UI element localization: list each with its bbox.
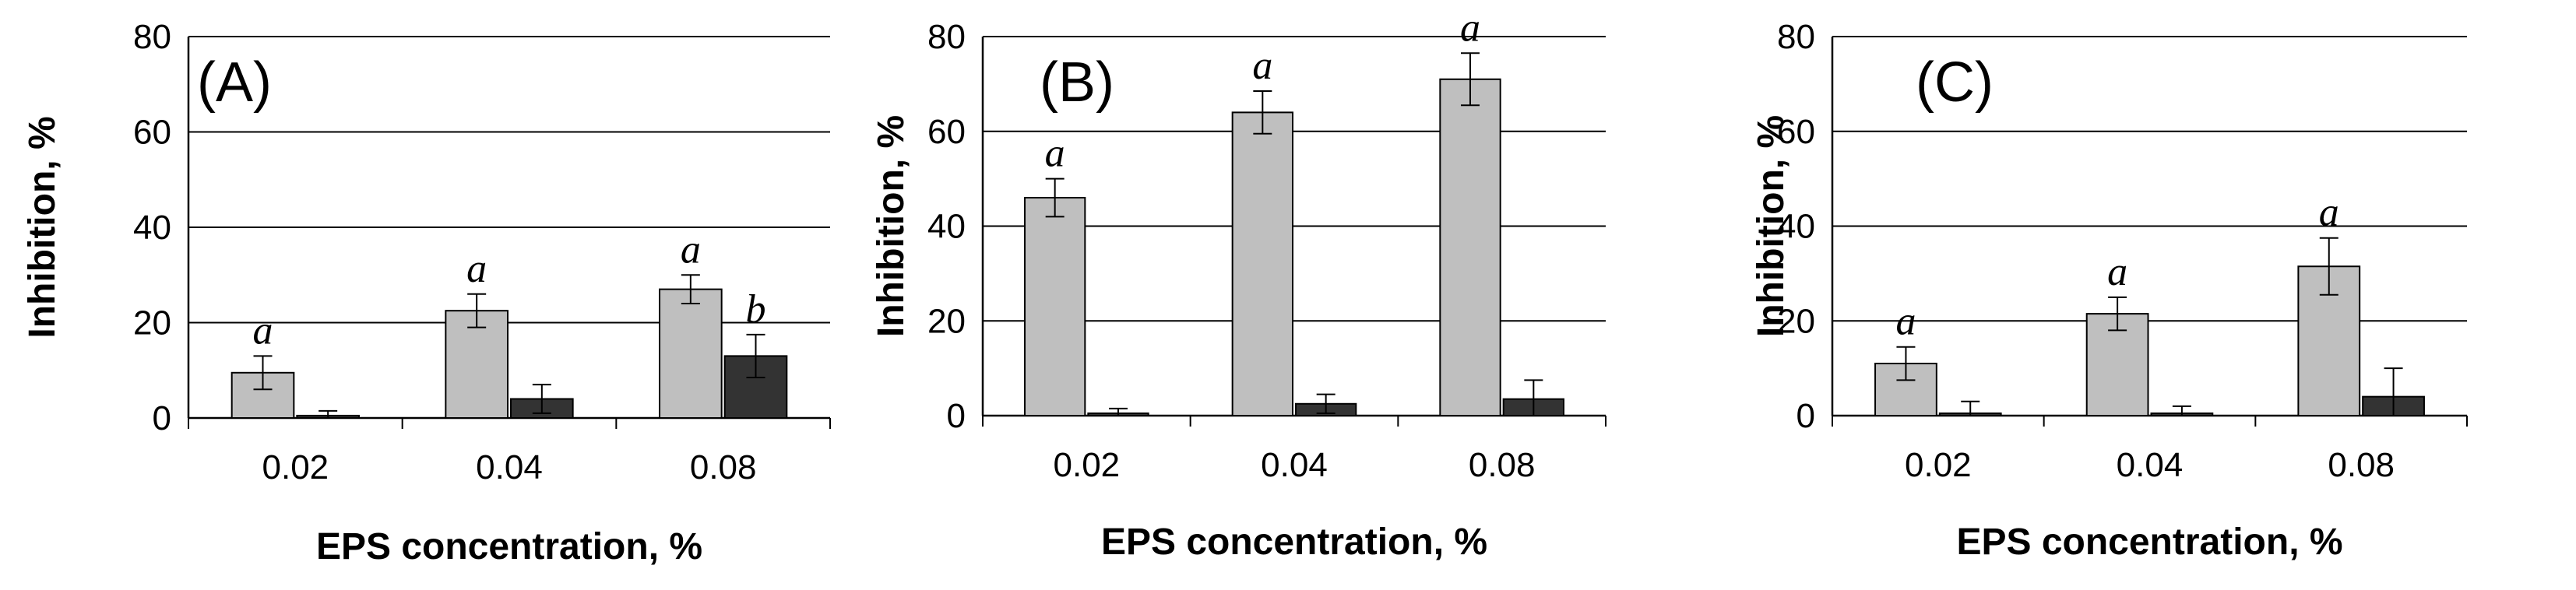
y-axis-title: Inhibition, % — [871, 115, 912, 337]
x-tick-label: 0.08 — [2328, 446, 2395, 484]
y-tick-label: 80 — [133, 18, 171, 56]
x-tick-label: 0.02 — [1905, 446, 1972, 484]
significance-label: a — [1045, 132, 1065, 176]
bar — [1024, 196, 1086, 416]
significance-label: a — [1252, 44, 1272, 88]
y-tick-label: 0 — [153, 399, 171, 437]
x-tick-label: 0.02 — [262, 448, 329, 486]
significance-label: a — [681, 227, 701, 272]
y-tick-label: 20 — [1777, 302, 1815, 340]
y-tick-label: 20 — [133, 304, 171, 342]
significance-label: a — [1895, 300, 1916, 344]
y-axis-title: Inhibition, % — [1751, 115, 1792, 337]
significance-label: b — [745, 287, 765, 332]
x-tick-label: 0.04 — [2117, 446, 2184, 484]
x-axis-title: EPS concentration, % — [316, 526, 702, 567]
y-tick-label: 80 — [927, 18, 966, 56]
x-tick-label: 0.04 — [476, 448, 543, 486]
y-tick-label: 60 — [1777, 113, 1815, 151]
significance-label: a — [253, 308, 273, 353]
y-tick-label: 40 — [133, 209, 171, 247]
y-tick-label: 80 — [1777, 18, 1815, 56]
panel-label: (B) — [1040, 51, 1114, 114]
x-axis-title: EPS concentration, % — [1956, 522, 2342, 563]
x-tick-label: 0.04 — [1261, 446, 1328, 484]
x-axis-title: EPS concentration, % — [1101, 522, 1487, 563]
x-tick-label: 0.02 — [1054, 446, 1121, 484]
significance-label: a — [1460, 5, 1480, 50]
y-tick-label: 40 — [927, 208, 966, 246]
x-tick-label: 0.08 — [690, 448, 757, 486]
y-tick-label: 60 — [927, 113, 966, 151]
y-tick-label: 0 — [1797, 397, 1815, 435]
y-tick-label: 60 — [133, 114, 171, 152]
bar — [1231, 111, 1293, 416]
bar — [445, 310, 509, 419]
y-axis-title: Inhibition, % — [22, 116, 63, 338]
significance-label: a — [466, 247, 487, 291]
y-tick-label: 0 — [947, 397, 966, 435]
panel-label: (A) — [197, 51, 272, 114]
y-tick-label: 40 — [1777, 208, 1815, 246]
bar — [659, 288, 723, 419]
x-tick-label: 0.08 — [1469, 446, 1536, 484]
significance-label: a — [2319, 191, 2339, 235]
significance-label: a — [2107, 250, 2127, 294]
bar — [1439, 78, 1501, 416]
panel-label: (C) — [1916, 51, 1994, 114]
y-tick-label: 20 — [927, 302, 966, 340]
